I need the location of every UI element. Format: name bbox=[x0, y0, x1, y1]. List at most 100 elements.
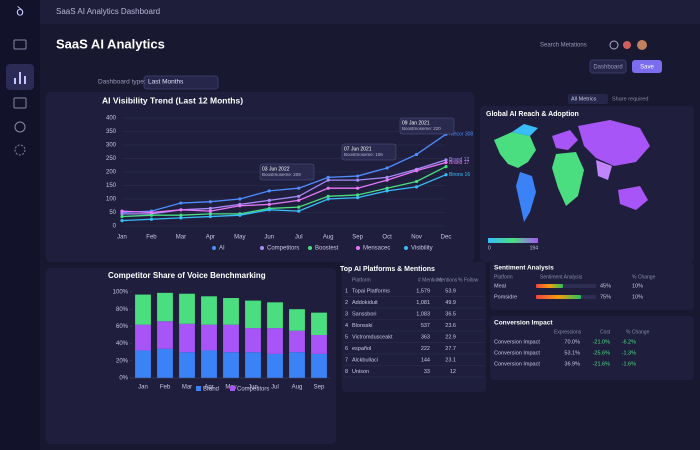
line-series bbox=[121, 166, 447, 218]
save-button[interactable] bbox=[632, 60, 662, 73]
line-point bbox=[356, 186, 360, 190]
legend-marker bbox=[196, 386, 201, 391]
filter-value[interactable]: Last Months bbox=[148, 79, 184, 86]
notification-icon[interactable] bbox=[623, 41, 631, 49]
line-point bbox=[297, 198, 301, 202]
nav-settings[interactable] bbox=[14, 144, 26, 156]
conversion-cell: -21.0% bbox=[593, 339, 611, 345]
metrics-select-label[interactable]: All Metrics bbox=[571, 96, 597, 102]
legend-marker bbox=[308, 246, 312, 250]
line-point bbox=[179, 213, 183, 217]
table-cell: Addokiduit bbox=[352, 300, 378, 306]
conversion-cell: -21.6% bbox=[593, 361, 611, 367]
annotation-box bbox=[259, 163, 315, 181]
sentiment-change: 10% bbox=[632, 283, 643, 289]
line-point bbox=[326, 186, 330, 190]
conversion-cell: -1.3% bbox=[622, 350, 636, 356]
line-point bbox=[179, 216, 183, 220]
table-title: Top AI Platforms & Mentions bbox=[340, 266, 435, 273]
dashboard-button-label[interactable]: Dashboard bbox=[593, 65, 622, 71]
line-point bbox=[385, 189, 389, 193]
nav-trend[interactable] bbox=[13, 97, 27, 109]
dashboard-button[interactable] bbox=[589, 59, 627, 74]
x-tick-label: Jun bbox=[264, 235, 274, 241]
table-panel bbox=[342, 262, 486, 392]
annotation-date: 07 Jun 2021 bbox=[344, 146, 372, 152]
bar-segment bbox=[245, 328, 261, 353]
nav-users[interactable] bbox=[14, 121, 26, 133]
end-label: Brand 12 bbox=[449, 157, 470, 163]
bar-title: Competitor Share of Voice Benchmarking bbox=[108, 271, 266, 280]
x-tick-label: May bbox=[234, 235, 245, 241]
bar-segment bbox=[157, 292, 173, 322]
legend-label: AI bbox=[219, 246, 225, 252]
line-point bbox=[267, 208, 271, 212]
table-cell: 53.9 bbox=[445, 288, 456, 294]
conversion-cell: -1.6% bbox=[622, 361, 636, 367]
line-point bbox=[297, 209, 301, 213]
metrics-select[interactable] bbox=[568, 94, 608, 104]
bar-segment bbox=[223, 298, 239, 325]
sentiment-platform: Meal bbox=[494, 283, 506, 289]
line-series bbox=[121, 133, 447, 214]
map-legend-bar bbox=[488, 238, 538, 243]
y-tick-label: 100% bbox=[113, 290, 129, 296]
bar-segment bbox=[201, 296, 217, 325]
sentiment-header: Platform bbox=[494, 274, 513, 280]
annotation-date: 09 Jan 2021 bbox=[402, 120, 430, 126]
bar-segment bbox=[135, 324, 151, 351]
line-point bbox=[267, 198, 271, 202]
table-cell: 27.7 bbox=[445, 346, 456, 352]
table-cell: 22.9 bbox=[445, 334, 456, 340]
table-cell: 144 bbox=[421, 357, 430, 363]
line-point bbox=[238, 204, 242, 208]
table-cell: 1,081 bbox=[416, 300, 430, 306]
line-point bbox=[149, 217, 154, 221]
x-tick-label: Oct bbox=[382, 235, 392, 241]
sentiment-bar bbox=[536, 284, 563, 288]
filter-select[interactable] bbox=[143, 75, 219, 90]
table-cell: 222 bbox=[421, 346, 430, 352]
line-point bbox=[238, 213, 242, 217]
help-icon[interactable] bbox=[609, 40, 619, 50]
bar-segment bbox=[157, 348, 173, 378]
annotation-text: Boostmoseme: 106 bbox=[344, 152, 383, 157]
bar-segment bbox=[311, 335, 327, 354]
page-title: SaaS AI Analytics bbox=[56, 36, 165, 51]
map-legend-max: 194 bbox=[530, 245, 539, 251]
line-point bbox=[356, 196, 360, 200]
bar-segment bbox=[157, 321, 173, 349]
end-label: Brand 17 bbox=[449, 160, 470, 166]
line-point bbox=[208, 200, 212, 204]
table-cell: 2 bbox=[345, 300, 348, 306]
table-cell: 1,579 bbox=[416, 288, 430, 294]
y-tick-label: 100 bbox=[106, 197, 117, 203]
nav-folder[interactable] bbox=[13, 39, 27, 50]
sentiment-score: 45% bbox=[600, 283, 611, 289]
bar-segment bbox=[135, 350, 151, 378]
table-cell: 1,083 bbox=[416, 311, 430, 317]
legend-label: Competitors bbox=[267, 246, 299, 252]
line-series bbox=[121, 161, 447, 214]
table-cell: Topai Platforms bbox=[352, 288, 390, 294]
conversion-panel bbox=[490, 316, 694, 380]
bar-segment bbox=[223, 324, 239, 353]
save-button-label[interactable]: Save bbox=[640, 65, 654, 71]
y-tick-label: 40% bbox=[116, 341, 129, 347]
conversion-cell: Conversion Impact bbox=[494, 350, 540, 356]
nav-chart[interactable] bbox=[14, 72, 26, 84]
window-title: SaaS AI Analytics Dashboard bbox=[56, 7, 160, 16]
bar-segment bbox=[245, 300, 261, 329]
annotation-date: 03 Jun 2022 bbox=[262, 166, 290, 172]
line-point bbox=[297, 186, 301, 190]
line-point bbox=[179, 208, 183, 212]
x-tick-label: Jul bbox=[295, 235, 303, 241]
search-box[interactable]: Search Metations bbox=[540, 43, 587, 49]
end-label: Birons 16 bbox=[449, 172, 470, 178]
line-point bbox=[414, 169, 419, 173]
x-tick-label: Mar bbox=[182, 385, 192, 391]
avatar[interactable] bbox=[637, 40, 647, 50]
trend-title: AI Visibility Trend (Last 12 Months) bbox=[102, 95, 243, 105]
y-tick-label: 150 bbox=[106, 183, 117, 189]
table-cell: 33 bbox=[424, 369, 430, 375]
